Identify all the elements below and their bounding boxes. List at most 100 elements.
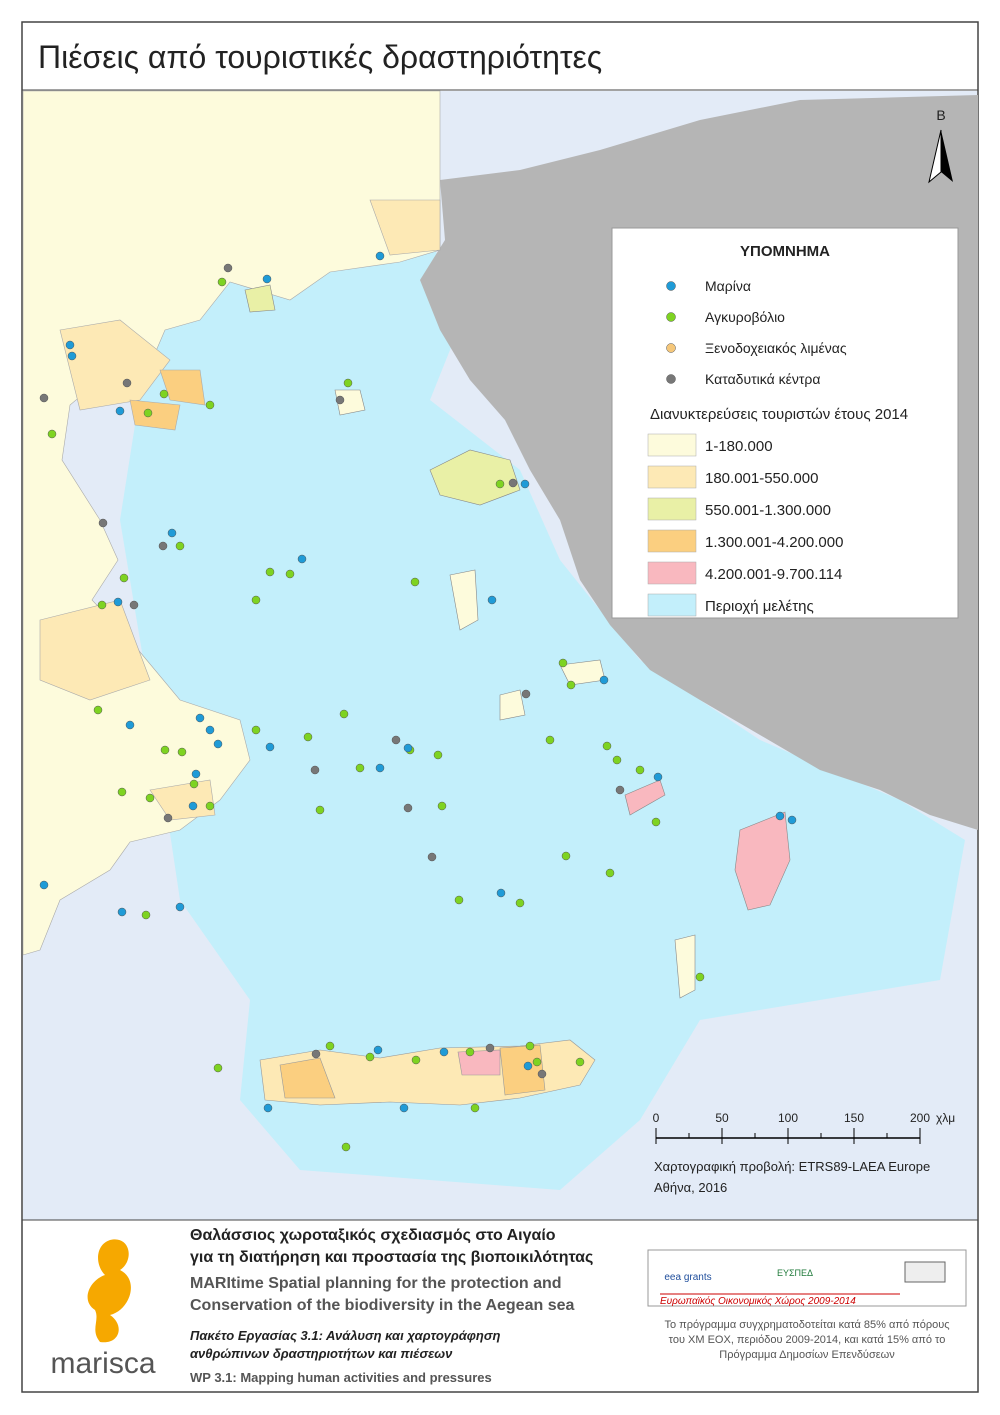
map-point: [125, 720, 135, 730]
map-point: [695, 972, 705, 982]
map-point: [113, 597, 123, 607]
map-point: [175, 902, 185, 912]
map-point: [97, 600, 107, 610]
wp-el: Πακέτο Εργασίας 3.1: Ανάλυση και χαρτογρ…: [190, 1328, 500, 1343]
legend-label: 1-180.000: [705, 438, 773, 455]
map-point: [265, 742, 275, 752]
map-point: [325, 1041, 335, 1051]
map-point: [635, 765, 645, 775]
logo-text: marisca: [50, 1347, 155, 1380]
point-layer: [39, 251, 797, 1152]
map-point: [158, 541, 168, 551]
legend-label: Καταδυτικά κέντρα: [705, 371, 820, 387]
map-point: [177, 747, 187, 757]
map-point: [335, 395, 345, 405]
map-point: [525, 1041, 535, 1051]
map-point: [117, 907, 127, 917]
map-point: [403, 743, 413, 753]
map-point: [311, 1049, 321, 1059]
map-point: [285, 569, 295, 579]
map-point: [303, 732, 313, 742]
map-point: [454, 895, 464, 905]
map-point: [213, 1063, 223, 1073]
map-point: [339, 709, 349, 719]
map-point: [373, 1045, 383, 1055]
map-point: [115, 406, 125, 416]
sponsor-banner: Ευρωπαϊκός Οικονομικός Χώρος 2009-2014: [660, 1295, 856, 1307]
map-point: [515, 898, 525, 908]
eea-logo: eea grants: [664, 1272, 711, 1283]
legend-symbol: [666, 343, 676, 353]
map-point: [195, 713, 205, 723]
eyspd-logo: ΕΥΣΠΕΔ: [777, 1268, 813, 1278]
map-point: [787, 815, 797, 825]
map-point: [566, 680, 576, 690]
legend-swatch: [647, 497, 697, 521]
map-point: [117, 787, 127, 797]
legend-symbol: [666, 281, 676, 291]
thasos: [244, 284, 276, 313]
legend-swatch: [647, 529, 697, 553]
map-point: [520, 479, 530, 489]
map-point: [265, 567, 275, 577]
map-point: [470, 1103, 480, 1113]
funding: Το πρόγραμμα συγχρηματοδοτείται κατά 85%…: [664, 1319, 949, 1331]
map-point: [355, 763, 365, 773]
map-point: [119, 573, 129, 583]
kos: [624, 779, 666, 816]
map-point: [651, 817, 661, 827]
north-arrow: Β: [928, 107, 953, 184]
map-point: [98, 518, 108, 528]
scale-label: 0: [653, 1111, 660, 1125]
map-point: [465, 1047, 475, 1057]
map-point: [605, 868, 615, 878]
map-point: [213, 739, 223, 749]
legend-symbol: [666, 374, 676, 384]
map-point: [191, 769, 201, 779]
legend-subtitle: Διανυκτερεύσεις τουριστών έτους 2014: [650, 406, 908, 423]
map-point: [391, 735, 401, 745]
map-point: [599, 675, 609, 685]
projection: Χαρτογραφική προβολή: ETRS89-LAEA Europe: [654, 1159, 930, 1174]
map-point: [521, 689, 531, 699]
map-point: [39, 393, 49, 403]
map-point: [365, 1052, 375, 1062]
wp-en: WP 3.1: Mapping human activities and pre…: [190, 1370, 492, 1385]
map-point: [67, 351, 77, 361]
legend-swatch: [647, 593, 697, 617]
lesvos: [429, 449, 521, 506]
map-point: [205, 400, 215, 410]
scale-unit: χλμ: [936, 1111, 955, 1125]
map-point: [615, 785, 625, 795]
map-point: [39, 880, 49, 890]
heraklion: [457, 1049, 501, 1076]
map-point: [532, 1057, 542, 1067]
map: Β ΥΠΟΜΝΗΜΑ Διανυκτερεύσεις τουριστών έτο…: [22, 90, 978, 1220]
map-point: [537, 1069, 547, 1079]
map-point: [297, 554, 307, 564]
map-point: [612, 755, 622, 765]
map-point: [545, 735, 555, 745]
scale-label: 150: [844, 1111, 864, 1125]
study-area: [120, 230, 965, 1190]
map-point: [251, 595, 261, 605]
map-point: [433, 750, 443, 760]
north-label: Β: [936, 107, 945, 123]
map-point: [439, 1047, 449, 1057]
map-point: [558, 658, 568, 668]
map-point: [217, 277, 227, 287]
legend-label: Ξενοδοχειακός λιμένας: [705, 340, 847, 356]
legend-swatch: [647, 465, 697, 489]
map-point: [437, 801, 447, 811]
map-point: [163, 813, 173, 823]
title: Πιέσεις από τουριστικές δραστηριότητες: [38, 39, 602, 75]
scale-bar: 0 50 100 150 200 χλμ: [653, 1111, 955, 1144]
map-point: [145, 793, 155, 803]
map-point: [122, 378, 132, 388]
map-point: [205, 725, 215, 735]
north-arrow-shape: [928, 129, 942, 184]
map-point: [508, 478, 518, 488]
title-en: MARItime Spatial planning for the protec…: [190, 1275, 562, 1292]
